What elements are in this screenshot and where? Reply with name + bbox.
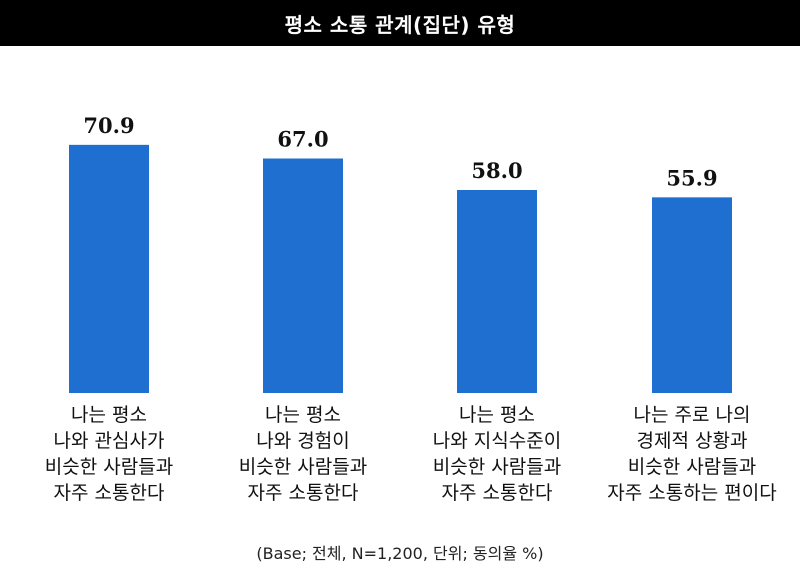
category-label-line: 나는 평소: [265, 404, 341, 426]
footnote: (Base; 전체, N=1,200, 단위; 동의율 %): [256, 544, 544, 563]
bar-value-label-2: 67.0: [277, 127, 328, 152]
category-label-line: 자주 소통하는 편이다: [607, 482, 777, 504]
category-label-line: 나는 평소: [71, 404, 147, 426]
category-label-line: 비슷한 사람들과: [44, 456, 174, 478]
category-label-line: 비슷한 사람들과: [432, 456, 562, 478]
category-label-line: 나는 주로 나의: [633, 404, 751, 426]
bar-value-label-4: 55.9: [666, 165, 717, 190]
category-label-line: 나와 관심사가: [53, 430, 165, 452]
bar-3: [457, 190, 537, 393]
category-label-line: 자주 소통한다: [247, 482, 359, 504]
category-label-line: 자주 소통한다: [441, 482, 553, 504]
category-label-line: 경제적 상황과: [636, 430, 748, 452]
category-label-line: 비슷한 사람들과: [627, 456, 757, 478]
bar-2: [263, 158, 343, 393]
bar-value-label-3: 58.0: [471, 158, 522, 183]
category-label-line: 나와 지식수준이: [432, 430, 562, 452]
chart-title: 평소 소통 관계(집단) 유형: [0, 0, 800, 46]
bar-1: [69, 144, 149, 393]
category-label-line: 나와 경험이: [256, 430, 350, 452]
bar-value-label-1: 70.9: [83, 113, 134, 138]
category-label-line: 비슷한 사람들과: [238, 456, 368, 478]
category-label-line: 자주 소통한다: [53, 482, 165, 504]
category-label-line: 나는 평소: [459, 404, 535, 426]
bar-4: [652, 197, 732, 393]
